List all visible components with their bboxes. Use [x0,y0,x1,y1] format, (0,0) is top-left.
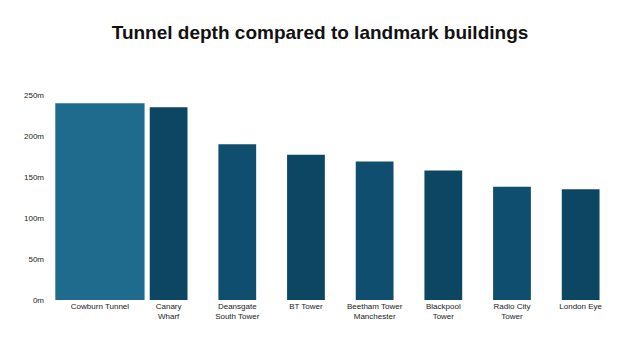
svg-text:London Eye: London Eye [559,302,602,311]
svg-text:150m: 150m [24,173,44,182]
svg-text:250m: 250m [24,91,44,100]
svg-text:100m: 100m [24,214,44,223]
svg-text:BT Tower: BT Tower [289,302,323,311]
svg-text:Cowburn Tunnel: Cowburn Tunnel [71,302,129,311]
svg-text:200m: 200m [24,132,44,141]
svg-text:DeansgateSouth Tower: DeansgateSouth Tower [215,302,260,321]
svg-text:0m: 0m [33,296,44,305]
svg-text:Tunnel depth compared to landm: Tunnel depth compared to landmark buildi… [112,22,529,43]
svg-text:50m: 50m [28,255,44,264]
svg-text:BlackpoolTower: BlackpoolTower [426,302,461,321]
svg-text:CanaryWharf: CanaryWharf [156,302,182,321]
svg-text:Beetham TowerManchester: Beetham TowerManchester [347,302,403,321]
svg-text:Radio CityTower: Radio CityTower [494,302,531,321]
